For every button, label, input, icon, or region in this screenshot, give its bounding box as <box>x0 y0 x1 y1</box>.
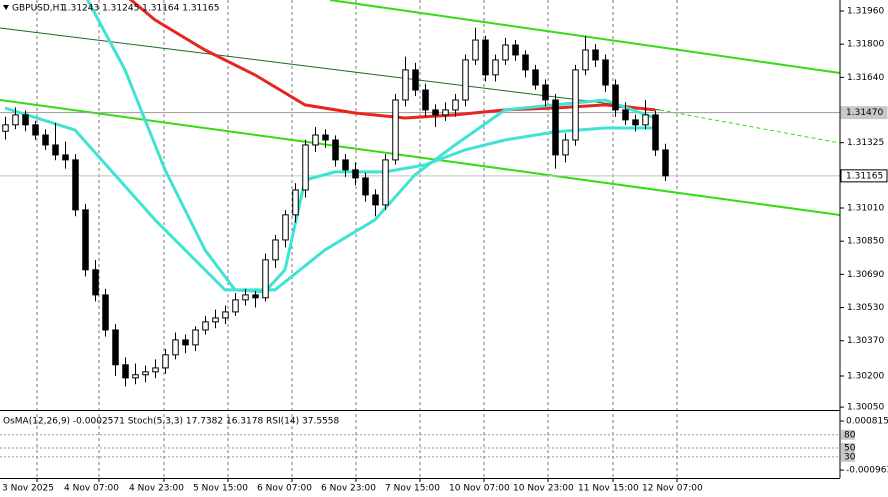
candle-body <box>553 100 559 155</box>
y-tick-label: 30 <box>844 452 856 462</box>
candle-body <box>483 40 489 75</box>
chart-subtitle: 1.31243 1.31245 1.31164 1.31165 <box>62 4 219 14</box>
candle-body <box>573 70 579 140</box>
candle-body <box>263 260 269 298</box>
candle-body <box>353 170 359 178</box>
y-tick-label: 1.31010 <box>847 204 884 214</box>
candle-body <box>463 60 469 100</box>
candle-body <box>453 100 459 110</box>
x-tick-label: 7 Nov 15:00 <box>385 484 440 494</box>
candle-body <box>63 155 69 160</box>
candle-body <box>293 190 299 215</box>
chart: GBPUSD,H1 1.31243 1.31245 1.31164 1.3116… <box>0 0 888 497</box>
candle-body <box>173 340 179 355</box>
candle-body <box>393 100 399 160</box>
y-tick-label: 80 <box>844 430 856 440</box>
candle-body <box>603 60 609 85</box>
x-tick-label: 4 Nov 23:00 <box>129 484 184 494</box>
candle-body <box>283 215 289 240</box>
candle-body <box>73 160 79 210</box>
candle-body <box>563 140 569 155</box>
y2-tick-label: -0.000963 <box>846 466 888 476</box>
candle-body <box>493 60 499 75</box>
candle-body <box>43 135 49 145</box>
candle-body <box>233 300 239 312</box>
candle-body <box>153 368 159 372</box>
candle-body <box>343 160 349 170</box>
y-tick-label: 1.30050 <box>847 403 884 413</box>
y-tick-label: 1.30690 <box>847 270 884 280</box>
x-tick-label: 10 Nov 23:00 <box>513 484 574 494</box>
candle-body <box>253 295 259 298</box>
y-tick-label: 1.30370 <box>847 336 884 346</box>
candle-body <box>473 40 479 60</box>
chart-title: GBPUSD,H1 <box>12 4 65 14</box>
candle-body <box>333 140 339 160</box>
candle-body <box>653 115 659 150</box>
candle-body <box>133 375 139 378</box>
candle-body <box>113 330 119 365</box>
y2-tick-label: 0.000815 <box>846 417 888 427</box>
y-tick-label: 1.31960 <box>847 6 884 16</box>
y-tick-label: 1.31800 <box>847 40 884 50</box>
y-tick-label: 1.31325 <box>847 138 884 148</box>
x-tick-label: 5 Nov 15:00 <box>193 484 248 494</box>
candle-body <box>513 45 519 55</box>
y-tick-label: 1.30530 <box>847 303 884 313</box>
y-tick-label: 1.30200 <box>847 371 884 381</box>
candle-body <box>543 85 549 100</box>
candle-body <box>663 150 669 176</box>
candle-body <box>93 270 99 295</box>
candle-body <box>363 178 369 195</box>
price-label: 1.31470 <box>846 108 883 118</box>
candle-body <box>503 45 509 60</box>
indicator-title: OsMA(12,26,9) -0.0002571 Stoch(5,3,3) 17… <box>3 417 339 427</box>
candle-body <box>623 110 629 120</box>
x-tick-label: 6 Nov 23:00 <box>321 484 376 494</box>
candle-body <box>13 115 19 125</box>
candle-body <box>83 210 89 270</box>
x-tick-label: 3 Nov 2025 <box>2 484 54 494</box>
candle-body <box>103 295 109 330</box>
candle-body <box>313 135 319 145</box>
candle-body <box>223 312 229 318</box>
x-tick-label: 11 Nov 15:00 <box>578 484 639 494</box>
x-tick-label: 4 Nov 07:00 <box>64 484 119 494</box>
candle-body <box>143 372 149 375</box>
candle-body <box>443 110 449 115</box>
x-tick-label: 6 Nov 07:00 <box>257 484 312 494</box>
candle-body <box>643 115 649 125</box>
candle-body <box>533 70 539 85</box>
candle-body <box>383 160 389 205</box>
candle-body <box>23 115 29 125</box>
candle-body <box>33 125 39 135</box>
candle-body <box>243 295 249 300</box>
candle-body <box>403 70 409 100</box>
price-label: 1.31165 <box>846 171 883 181</box>
candle-body <box>303 145 309 190</box>
x-tick-label: 10 Nov 07:00 <box>449 484 510 494</box>
candle-body <box>413 70 419 90</box>
candle-body <box>193 330 199 345</box>
candle-body <box>593 50 599 60</box>
candle-body <box>53 145 59 155</box>
candle-body <box>433 110 439 115</box>
x-tick-label: 12 Nov 07:00 <box>642 484 703 494</box>
candle-body <box>613 85 619 110</box>
candle-body <box>583 50 589 70</box>
y-tick-label: 1.30850 <box>847 237 884 247</box>
candle-body <box>273 240 279 260</box>
candle-body <box>123 365 129 378</box>
candle-body <box>213 318 219 322</box>
candle-body <box>373 195 379 205</box>
candle-body <box>523 55 529 70</box>
candle-body <box>633 120 639 125</box>
candle-body <box>183 340 189 345</box>
candle-body <box>423 90 429 110</box>
candle-body <box>323 135 329 140</box>
candle-body <box>163 355 169 368</box>
y-tick-label: 1.31640 <box>847 73 884 83</box>
candle-body <box>3 125 9 131</box>
candle-body <box>203 322 209 330</box>
